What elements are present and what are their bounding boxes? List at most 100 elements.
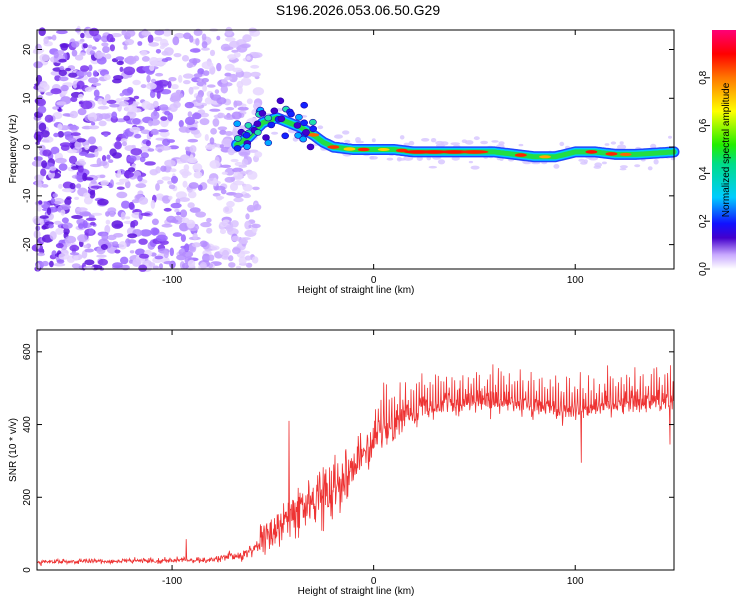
- spectral-blob: [160, 165, 167, 172]
- spectral-blob: [123, 45, 128, 50]
- spectral-blob: [130, 148, 143, 156]
- spectral-blob: [125, 29, 136, 37]
- spectral-blob: [162, 28, 172, 37]
- spectral-blob: [59, 65, 65, 71]
- spectral-blob: [48, 223, 54, 229]
- spectral-blob: [123, 171, 134, 178]
- spectral-blob: [174, 208, 180, 213]
- spectral-blob: [201, 78, 209, 83]
- spectral-blob: [184, 116, 196, 126]
- snr-ytick-label: 200: [22, 488, 33, 505]
- spectral-blob: [187, 157, 198, 164]
- spectral-blob: [214, 89, 220, 94]
- spectral-blob: [117, 169, 122, 178]
- spectral-blob: [38, 122, 47, 132]
- spectral-blob-bright: [295, 113, 303, 121]
- spectral-blob: [49, 166, 57, 171]
- spectral-blob: [208, 254, 215, 261]
- spectral-blob: [192, 232, 198, 240]
- spectral-blob: [115, 181, 125, 185]
- spectral-blob: [153, 36, 163, 42]
- ridge-halo-blob: [421, 138, 430, 142]
- spectral-blob: [123, 66, 136, 76]
- spectral-blob: [158, 129, 169, 133]
- spectral-blob: [145, 140, 151, 147]
- spectral-blob: [222, 205, 233, 214]
- snr-ytick-label: 400: [22, 416, 33, 433]
- spectral-blob: [183, 80, 191, 85]
- spectral-blob: [147, 148, 155, 152]
- spectral-blob: [231, 111, 242, 120]
- spectral-blob: [71, 215, 83, 219]
- spectral-blob: [58, 252, 70, 260]
- spectral-blob: [115, 136, 122, 142]
- spectral-blob: [199, 240, 208, 248]
- ridge-halo-blob: [396, 157, 402, 162]
- spectral-blob: [84, 259, 95, 266]
- spectral-blob: [204, 134, 209, 141]
- spectral-blob: [149, 169, 159, 176]
- spectral-blob-bright: [302, 129, 310, 136]
- spectral-blob: [216, 35, 221, 41]
- spectral-blob: [251, 223, 261, 229]
- ridge-halo-blob: [634, 164, 641, 168]
- spectral-blob: [118, 100, 129, 107]
- spectral-blob: [39, 53, 50, 62]
- spectral-blob: [154, 255, 164, 260]
- spectral-blob: [237, 106, 249, 111]
- spectral-blob: [104, 224, 111, 234]
- colorbar-gradient: [712, 30, 736, 269]
- spectral-blob: [70, 96, 78, 103]
- spectral-blob: [121, 200, 130, 209]
- spectral-blob: [201, 41, 208, 49]
- spectral-blob: [114, 249, 121, 254]
- spectral-blob: [224, 63, 235, 71]
- spectral-blob: [246, 204, 256, 213]
- spectral-blob: [86, 86, 97, 90]
- ridge-halo-blob: [491, 140, 499, 143]
- spectral-blob: [122, 141, 127, 147]
- ridge-halo-blob: [428, 165, 437, 169]
- spectral-blob: [42, 149, 52, 157]
- spectral-blob: [176, 211, 181, 216]
- spectral-blob: [164, 159, 176, 167]
- spectral-blob: [129, 126, 141, 133]
- spectral-blob: [220, 189, 227, 195]
- spectral-blob: [238, 256, 247, 265]
- spectral-blob: [100, 180, 109, 186]
- spectral-blob: [221, 138, 233, 148]
- ridge-halo-blob: [342, 130, 350, 135]
- ridge-halo-blob: [559, 141, 565, 147]
- ridge-halo-blob: [468, 160, 473, 164]
- spectral-blob: [192, 163, 203, 172]
- spectral-blob: [252, 186, 260, 191]
- spectral-blob: [251, 256, 259, 264]
- spectral-blob-bright: [300, 101, 309, 109]
- spectral-blob: [224, 72, 232, 77]
- spectral-blob: [189, 48, 201, 53]
- snr-series-line: [36, 364, 675, 567]
- spectral-blob: [171, 84, 179, 90]
- spectral-blob: [163, 207, 172, 212]
- colorbar-label: Normalized spectral amplitude: [721, 82, 732, 217]
- spectral-blob: [109, 103, 120, 108]
- spectral-blob: [64, 235, 77, 244]
- spectral-blob: [140, 84, 147, 89]
- spectrogram-frame: [36, 29, 675, 270]
- ridge-hotspot: [460, 150, 489, 154]
- ridge-halo-blob: [480, 140, 488, 145]
- spectral-blob: [90, 180, 97, 184]
- spectral-blob: [253, 204, 262, 211]
- spectral-blob: [193, 28, 203, 36]
- spectral-blob: [124, 38, 135, 46]
- spectral-blob: [150, 78, 157, 83]
- spectral-blob: [83, 265, 95, 270]
- spectral-blob: [159, 263, 163, 270]
- spectral-blob: [227, 54, 237, 60]
- ridge-halo-blob: [437, 159, 446, 165]
- spectral-blob: [197, 184, 203, 191]
- spectral-blob: [105, 211, 110, 217]
- spectral-blob: [168, 184, 176, 190]
- ridge-hotspot: [343, 147, 356, 151]
- spectral-blob: [87, 44, 93, 49]
